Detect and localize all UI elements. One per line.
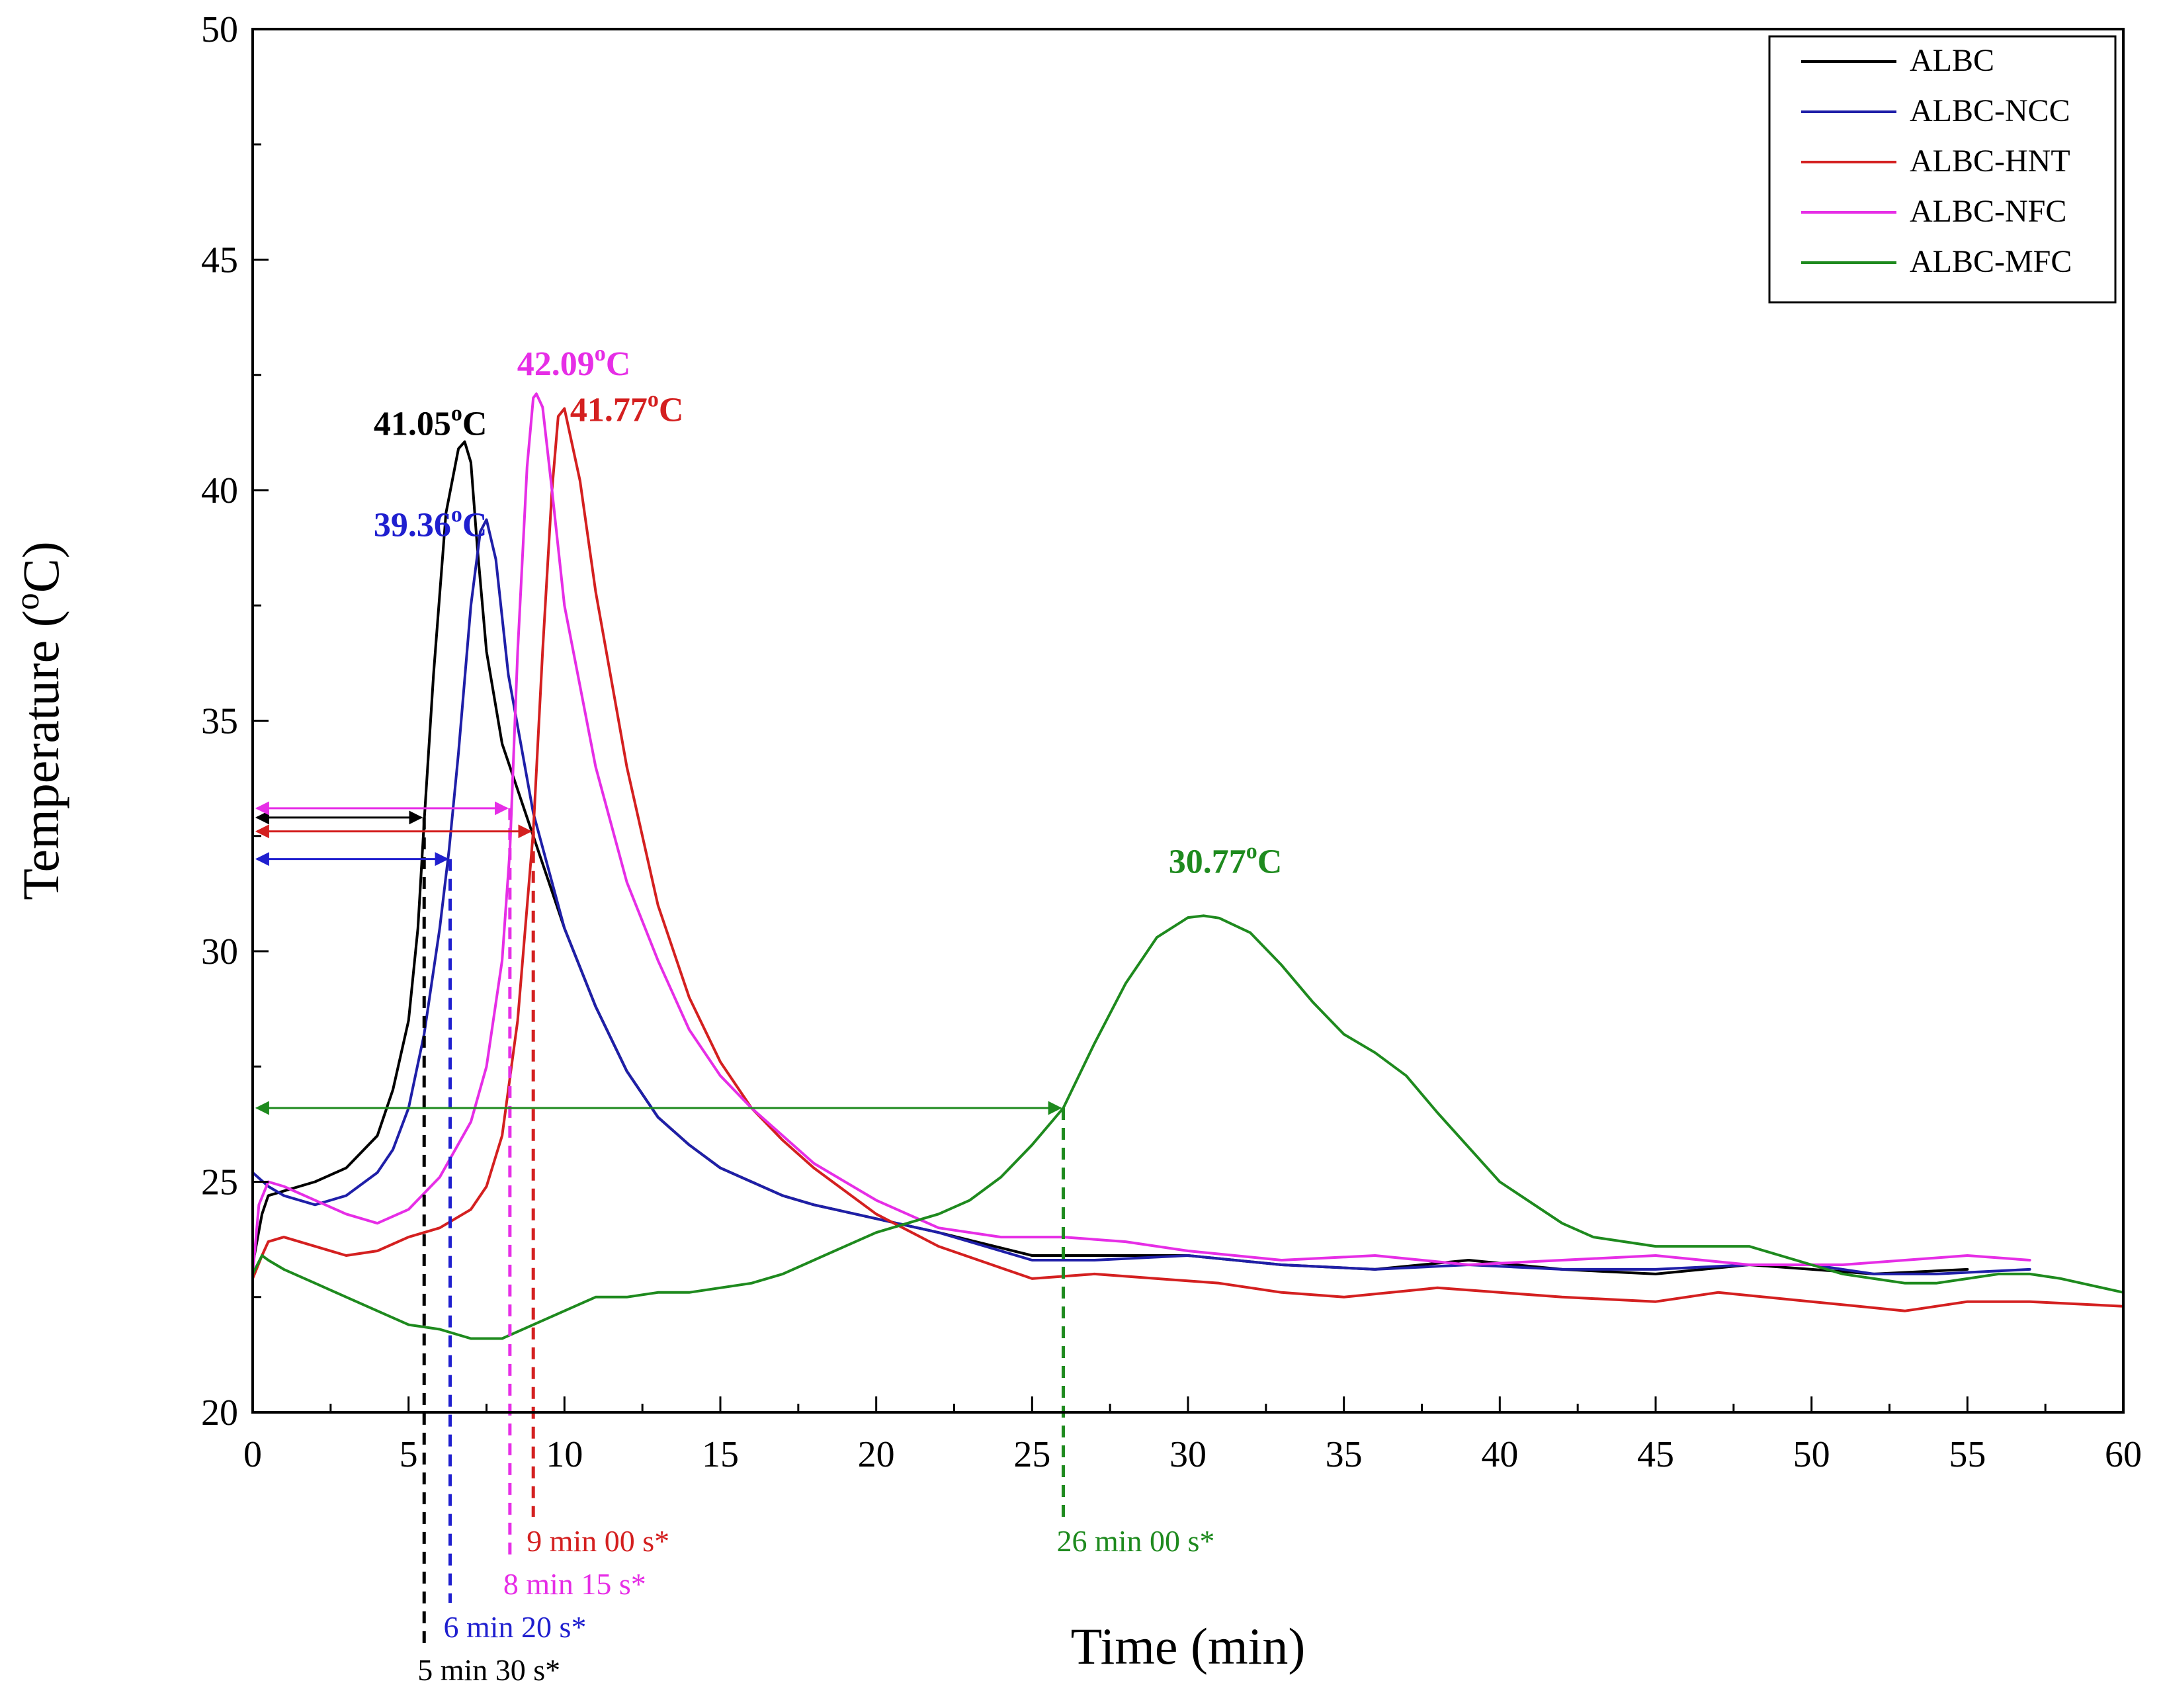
x-tick-label: 10 — [546, 1434, 583, 1475]
y-axis-title-prefix: Temperature ( — [12, 610, 69, 900]
legend-label-albc-mfc: ALBC-MFC — [1910, 244, 2072, 279]
y-tick-label: 35 — [201, 701, 238, 742]
y-axis-title: Temperature (oC) — [9, 541, 69, 900]
legend-label-albc: ALBC — [1910, 43, 1994, 78]
x-tick-label: 5 — [400, 1434, 418, 1475]
x-tick-label: 60 — [2105, 1434, 2142, 1475]
x-tick-label: 55 — [1949, 1434, 1986, 1475]
x-tick-label: 50 — [1793, 1434, 1830, 1475]
x-tick-label: 40 — [1481, 1434, 1518, 1475]
series-line-albc-mfc — [251, 914, 2125, 1340]
x-tick-label: 20 — [858, 1434, 895, 1475]
peak-label-albc-nfc: 42.09oC — [517, 341, 631, 383]
peak-label-albc-ncc: 39.36oC — [374, 503, 488, 544]
legend-label-albc-nfc: ALBC-NFC — [1910, 194, 2066, 229]
peak-label-albc: 41.05oC — [374, 401, 488, 443]
x-tick-label: 45 — [1637, 1434, 1674, 1475]
peak-label-albc-mfc: 30.77oC — [1169, 839, 1283, 881]
x-tick-label: 0 — [243, 1434, 262, 1475]
peak-label-albc-hnt: 41.77oC — [570, 387, 684, 429]
annotation-layer: 5 min 30 s* 6 min 20 s* 8 min 15 s* 9 min 0… — [255, 341, 1283, 1687]
x-axis-title: Time (min) — [1071, 1617, 1306, 1675]
onset-label-albc-hnt: 9 min 00 s* — [527, 1524, 669, 1558]
onset-label-albc: 5 min 30 s* — [417, 1653, 560, 1687]
y-tick-label: 50 — [201, 9, 238, 50]
onset-label-albc-mfc: 26 min 00 s* — [1056, 1524, 1214, 1558]
legend: ALBC ALBC-NCC ALBC-HNT ALBC-NFC ALBC-MFC — [1768, 35, 2117, 304]
x-tick-label: 15 — [702, 1434, 739, 1475]
onset-label-albc-nfc: 8 min 15 s* — [503, 1567, 646, 1601]
y-tick-label: 25 — [201, 1162, 238, 1203]
series-line-albc-hnt — [251, 407, 2125, 1312]
series-line-albc-nfc — [251, 392, 2031, 1275]
x-tick-label: 25 — [1013, 1434, 1050, 1475]
legend-box — [1768, 35, 2117, 304]
y-tick-label: 20 — [201, 1392, 238, 1433]
onset-label-albc-ncc: 6 min 20 s* — [443, 1610, 586, 1644]
y-axis-title-suffix: C) — [12, 541, 69, 593]
y-axis-title-degree: o — [9, 593, 46, 610]
x-tick-label: 35 — [1326, 1434, 1363, 1475]
x-tick-label: 30 — [1169, 1434, 1207, 1475]
y-tick-label: 45 — [201, 240, 238, 281]
y-tick-label: 30 — [201, 931, 238, 972]
legend-label-albc-hnt: ALBC-HNT — [1910, 144, 2070, 179]
legend-label-albc-ncc: ALBC-NCC — [1910, 93, 2070, 128]
y-tick-label: 40 — [201, 470, 238, 511]
axes-layer: 0 5 10 15 20 25 30 35 40 45 50 55 60 20 25 30 35 40 45 50 — [201, 9, 2142, 1475]
